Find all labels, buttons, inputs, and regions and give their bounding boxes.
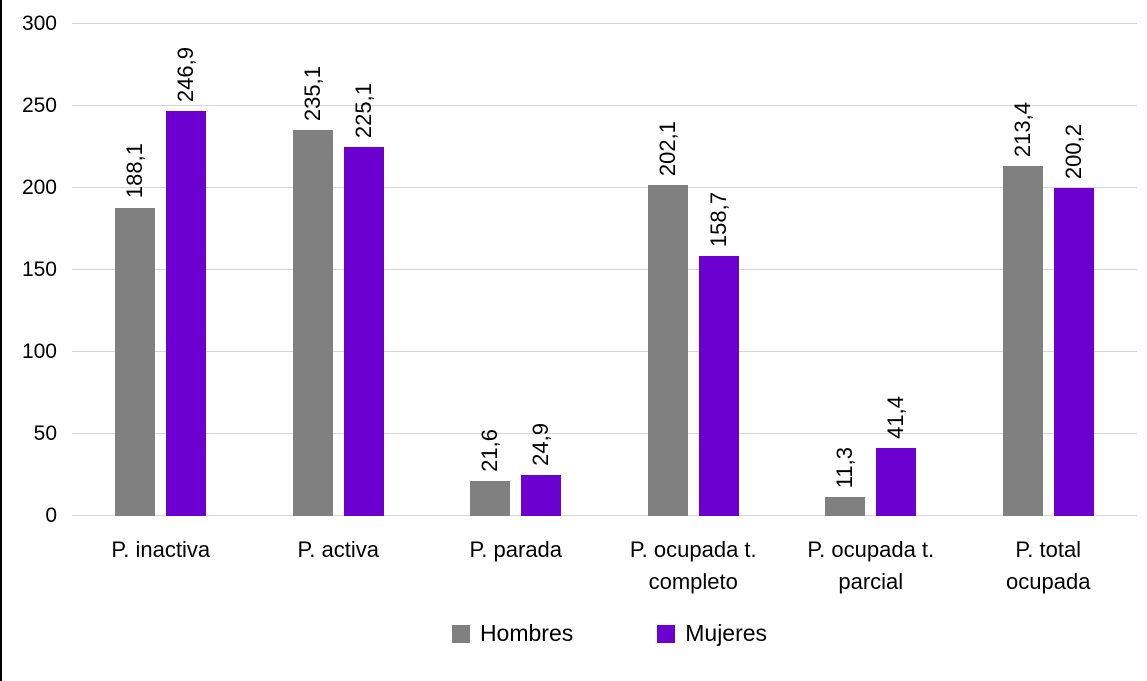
y-tick-label: 100 xyxy=(21,340,57,363)
data-label: 213,4 xyxy=(1009,101,1035,158)
data-label: 200,2 xyxy=(1060,123,1086,179)
category-label: P. parada xyxy=(469,537,563,562)
gridline xyxy=(72,187,1137,188)
y-axis-labels: 0 50 100 150 200 250 300 xyxy=(2,0,57,681)
gridline xyxy=(72,23,1137,24)
bar-mujeres: 225,1 xyxy=(343,83,384,516)
gridline xyxy=(72,269,1137,270)
y-tick-label: 250 xyxy=(21,94,57,117)
bar-hombres: 188,1 xyxy=(115,143,156,516)
legend: Hombres Mujeres xyxy=(72,620,1147,647)
data-label: 246,9 xyxy=(173,47,199,103)
category-label: P. total ocupada xyxy=(1006,537,1091,594)
legend-swatch-icon xyxy=(657,624,676,643)
y-tick-label: 200 xyxy=(21,176,57,199)
bar-mujeres: 158,7 xyxy=(698,192,739,516)
category-group: 188,1 246,9 xyxy=(72,24,250,516)
data-label: 21,6 xyxy=(477,428,503,472)
data-label: 11,3 xyxy=(832,447,858,489)
category-group: 235,1 225,1 xyxy=(250,24,428,516)
y-tick-label: 150 xyxy=(21,258,57,281)
gridline xyxy=(72,351,1137,352)
gridline xyxy=(72,105,1137,106)
y-tick-label: 0 xyxy=(45,504,57,527)
bar-mujeres: 200,2 xyxy=(1053,124,1094,516)
data-label: 41,4 xyxy=(883,396,909,440)
bar-mujeres: 246,9 xyxy=(166,47,207,516)
plot-area: 188,1 246,9 235,1 225,1 21,6 24,9 202,1 158,7 11… xyxy=(72,23,1138,516)
bar-hombres: 213,4 xyxy=(1002,102,1043,516)
data-label: 235,1 xyxy=(299,66,325,122)
gridline xyxy=(72,433,1137,434)
category-label: P. ocupada t. parcial xyxy=(807,537,935,594)
category-group: 202,1 158,7 xyxy=(605,24,783,516)
category-label: P. inactiva xyxy=(111,537,211,562)
bar-mujeres: 41,4 xyxy=(876,396,917,516)
data-label: 24,9 xyxy=(528,423,554,467)
data-label: 158,7 xyxy=(705,191,731,247)
y-tick-label: 50 xyxy=(33,422,57,445)
category-label: P. activa xyxy=(297,537,380,562)
bar-hombres: 21,6 xyxy=(470,429,511,516)
data-label: 225,1 xyxy=(350,82,376,138)
x-axis-line xyxy=(72,515,1137,516)
legend-item-mujeres: Mujeres xyxy=(657,620,767,647)
data-label: 202,1 xyxy=(654,120,680,176)
bar-hombres: 235,1 xyxy=(292,66,333,516)
legend-label: Mujeres xyxy=(685,620,768,646)
category-group: 11,3 41,4 xyxy=(782,24,960,516)
legend-label: Hombres xyxy=(479,620,574,646)
category-group: 213,4 200,2 xyxy=(960,24,1138,516)
bar-hombres: 11,3 xyxy=(825,447,866,516)
data-label: 188,1 xyxy=(122,143,148,199)
x-axis-labels: P. inactiva P. activa P. parada P. ocupada … xyxy=(72,534,1137,598)
legend-swatch-icon xyxy=(451,624,470,643)
legend-item-hombres: Hombres xyxy=(451,620,574,647)
bar-hombres: 202,1 xyxy=(647,121,688,516)
category-group: 21,6 24,9 xyxy=(427,24,605,516)
y-tick-label: 300 xyxy=(21,12,57,35)
category-label: P. ocupada t. completo xyxy=(629,537,757,594)
bar-mujeres: 24,9 xyxy=(521,423,562,516)
